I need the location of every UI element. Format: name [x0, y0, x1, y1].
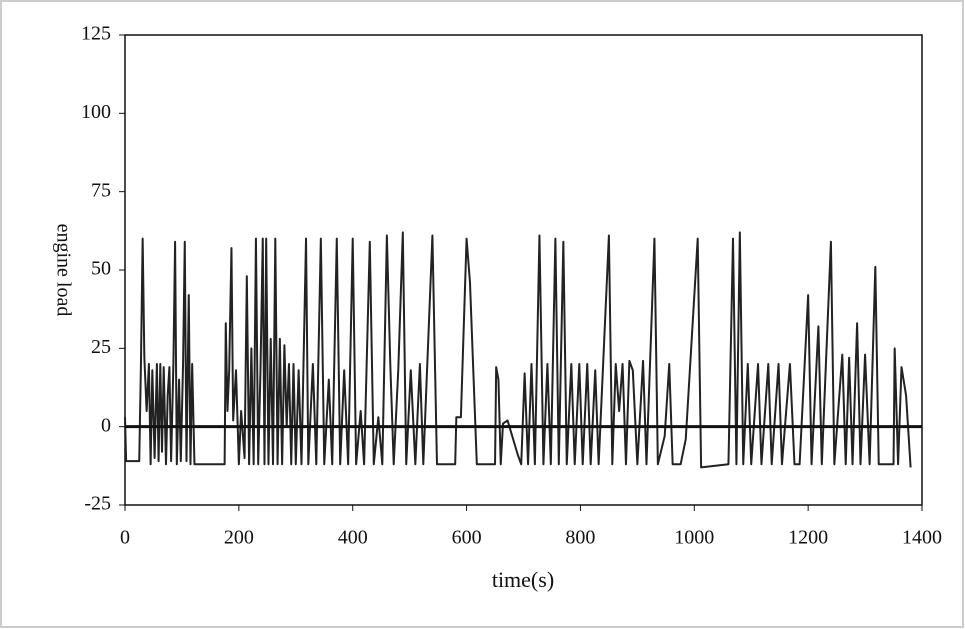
y-tick-label: 25	[91, 336, 111, 358]
y-axis-label: engine load	[52, 224, 74, 317]
y-tick-label: 0	[101, 414, 111, 436]
y-tick-label: 50	[91, 258, 111, 280]
x-tick-label: 200	[224, 527, 254, 549]
x-tick-label: 400	[338, 527, 368, 549]
x-tick-label: 600	[452, 527, 482, 549]
x-tick-label: 1400	[902, 527, 942, 549]
y-tick-label: 125	[81, 23, 111, 45]
y-tick-label: 75	[91, 179, 111, 201]
x-tick-label: 1000	[674, 527, 714, 549]
x-axis-label: time(s)	[492, 567, 554, 592]
x-tick-label: 0	[120, 527, 130, 549]
data-line	[124, 231, 912, 469]
x-tick-label: 1200	[788, 527, 828, 549]
y-tick-label: 100	[81, 101, 111, 123]
x-tick-label: 800	[565, 527, 595, 549]
y-tick-label: -25	[84, 493, 111, 515]
